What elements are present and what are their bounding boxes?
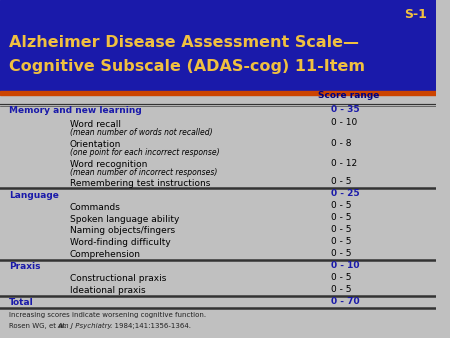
- Text: Word recognition: Word recognition: [70, 160, 147, 169]
- Text: . 1984;141:1356-1364.: . 1984;141:1356-1364.: [110, 323, 191, 329]
- Text: Cognitive Subscale (ADAS-cog) 11-Item: Cognitive Subscale (ADAS-cog) 11-Item: [9, 59, 364, 74]
- Bar: [0, 0, 436, 91]
- Text: 0 - 5: 0 - 5: [331, 273, 352, 282]
- Text: Comprehension: Comprehension: [70, 250, 141, 259]
- Text: 0 - 5: 0 - 5: [331, 177, 352, 186]
- Text: Rosen WG, et al.: Rosen WG, et al.: [9, 323, 69, 329]
- Text: Commands: Commands: [70, 202, 121, 212]
- Text: Memory and new learning: Memory and new learning: [9, 106, 141, 115]
- Text: 0 - 5: 0 - 5: [331, 237, 352, 246]
- Text: (one point for each incorrect response): (one point for each incorrect response): [70, 148, 219, 157]
- Text: Increasing scores indicate worsening cognitive function.: Increasing scores indicate worsening cog…: [9, 312, 206, 318]
- Text: 0 - 25: 0 - 25: [331, 189, 360, 198]
- Text: 0 - 35: 0 - 35: [331, 105, 360, 114]
- Text: 0 - 5: 0 - 5: [331, 213, 352, 222]
- Text: 0 - 10: 0 - 10: [331, 118, 357, 127]
- Text: Ideational praxis: Ideational praxis: [70, 286, 145, 295]
- Text: Word recall: Word recall: [70, 120, 121, 129]
- Text: Alzheimer Disease Assessment Scale—: Alzheimer Disease Assessment Scale—: [9, 35, 359, 50]
- Text: Language: Language: [9, 191, 58, 200]
- Text: (mean number of words not recalled): (mean number of words not recalled): [70, 128, 212, 137]
- Text: 0 - 70: 0 - 70: [331, 297, 360, 306]
- Bar: [0, 91, 436, 95]
- Text: 0 - 8: 0 - 8: [331, 139, 352, 148]
- Text: 0 - 5: 0 - 5: [331, 285, 352, 294]
- Text: Am J Psychiatry: Am J Psychiatry: [57, 323, 112, 329]
- Text: Score range: Score range: [318, 91, 379, 100]
- Text: Orientation: Orientation: [70, 140, 121, 149]
- Text: Naming objects/fingers: Naming objects/fingers: [70, 226, 175, 236]
- Text: 0 - 12: 0 - 12: [331, 159, 357, 168]
- Text: Remembering test instructions: Remembering test instructions: [70, 179, 210, 188]
- Text: Praxis: Praxis: [9, 262, 40, 271]
- Text: 0 - 5: 0 - 5: [331, 249, 352, 258]
- Text: 0 - 10: 0 - 10: [331, 261, 360, 270]
- Text: Constructional praxis: Constructional praxis: [70, 274, 166, 283]
- Text: Total: Total: [9, 298, 33, 307]
- Text: (mean number of incorrect responses): (mean number of incorrect responses): [70, 168, 217, 177]
- Text: Spoken language ability: Spoken language ability: [70, 215, 179, 223]
- Text: Word-finding difficulty: Word-finding difficulty: [70, 238, 171, 247]
- Text: 0 - 5: 0 - 5: [331, 201, 352, 210]
- Text: 0 - 5: 0 - 5: [331, 225, 352, 234]
- Text: S-1: S-1: [404, 8, 427, 21]
